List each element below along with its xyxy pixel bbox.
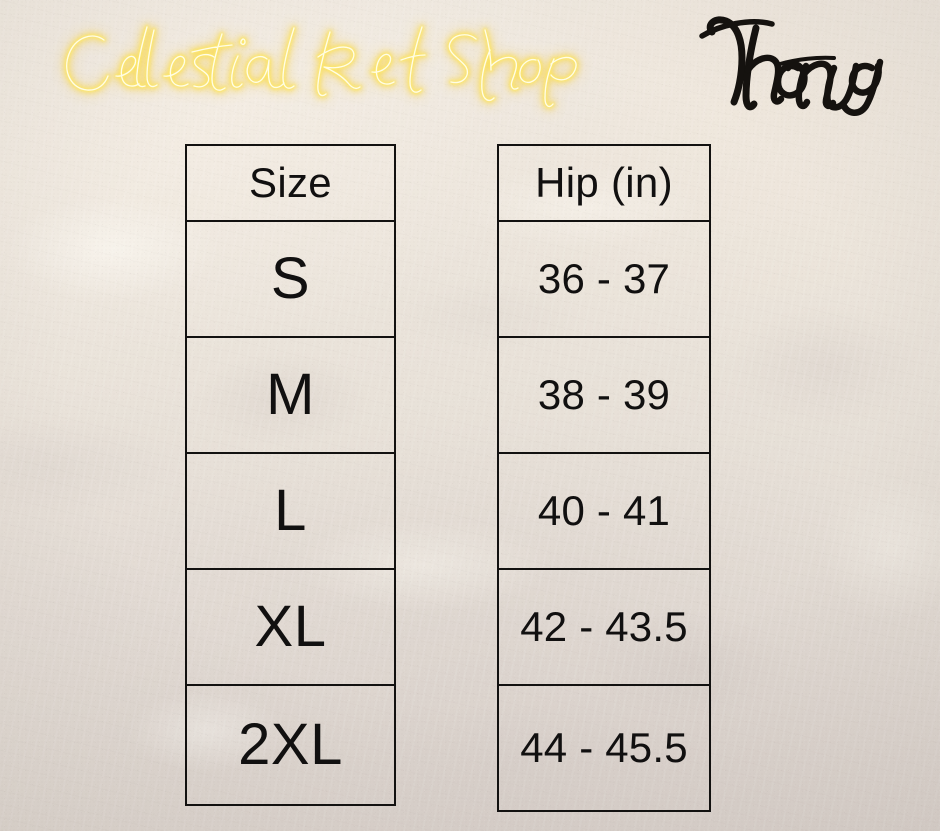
neon-script-svg: [42, 14, 642, 114]
size-value: XL: [254, 594, 327, 659]
table-row: 42 - 43.5: [497, 568, 711, 686]
hip-cell-m: 38 - 39: [497, 336, 711, 454]
size-cell-s: S: [185, 220, 396, 338]
table-row: 40 - 41: [497, 452, 711, 570]
product-title-text: Thong: [694, 116, 695, 117]
hip-column-table: Hip (in) 36 - 37 38 - 39 40 - 41: [497, 144, 711, 812]
table-row: L: [185, 452, 396, 570]
table-row: 2XL: [185, 684, 396, 806]
size-column-table: Size S M L XL: [185, 144, 396, 806]
brand-logo-text: Celestial Red Shop: [42, 114, 43, 115]
table-row: M: [185, 336, 396, 454]
hip-cell-2xl: 44 - 45.5: [497, 684, 711, 812]
table-row: 38 - 39: [497, 336, 711, 454]
table-row: 44 - 45.5: [497, 684, 711, 812]
size-cell-m: M: [185, 336, 396, 454]
size-value: 2XL: [238, 712, 343, 777]
hip-cell-s: 36 - 37: [497, 220, 711, 338]
hip-header-label: Hip (in): [535, 159, 673, 206]
size-column-header: Size: [185, 144, 396, 222]
glyph-T-stem: [706, 16, 746, 106]
product-title-thong: Thong: [694, 12, 900, 116]
size-value: M: [266, 362, 315, 427]
size-cell-2xl: 2XL: [185, 684, 396, 806]
glyph-g-descender: [840, 58, 884, 116]
hip-value: 42 - 43.5: [520, 603, 688, 650]
table-header-row: Size: [185, 144, 396, 222]
size-cell-l: L: [185, 452, 396, 570]
size-value: S: [270, 246, 311, 311]
header: Celestial Red Shop: [0, 0, 940, 132]
hip-cell-xl: 42 - 43.5: [497, 568, 711, 686]
product-title-svg: [699, 16, 884, 116]
table-row: 36 - 37: [497, 220, 711, 338]
brand-logo-celestial-red-shop: Celestial Red Shop: [42, 14, 642, 114]
glyph-flourish: [778, 55, 836, 66]
glyph-h-ascender: [742, 24, 760, 111]
hip-value: 36 - 37: [537, 255, 671, 302]
size-header-label: Size: [249, 159, 332, 206]
table-header-row: Hip (in): [497, 144, 711, 222]
hip-value: 44 - 45.5: [520, 724, 688, 771]
hip-cell-l: 40 - 41: [497, 452, 711, 570]
glyph-n-left: [795, 62, 811, 110]
hip-column-header: Hip (in): [497, 144, 711, 222]
table-row: S: [185, 220, 396, 338]
size-cell-xl: XL: [185, 568, 396, 686]
hip-value: 38 - 39: [537, 371, 671, 418]
glyph-T-bar: [699, 19, 775, 39]
size-value: L: [274, 478, 307, 543]
table-row: XL: [185, 568, 396, 686]
hip-value: 40 - 41: [537, 487, 671, 534]
